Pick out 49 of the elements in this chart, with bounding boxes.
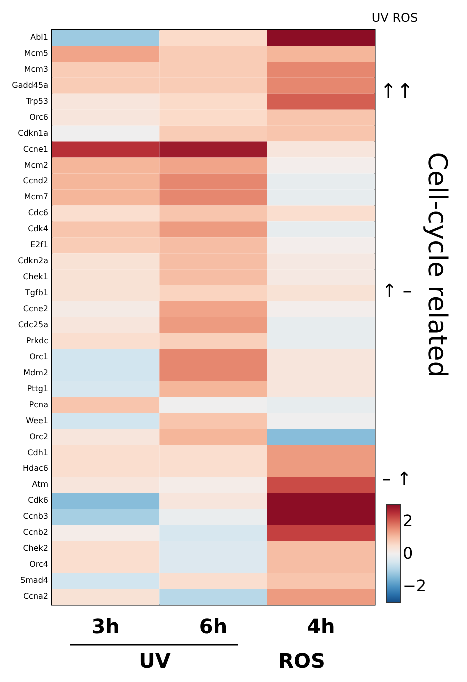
y-tick-label: Cdk6 — [28, 496, 48, 506]
y-tick-label: Prkdc — [26, 336, 48, 346]
y-tick-label: Mcm7 — [24, 192, 48, 202]
y-tick-label: Mcm5 — [24, 48, 48, 58]
y-tick-label: Mdm2 — [24, 368, 48, 378]
y-tick-label: Mcm2 — [24, 160, 48, 170]
y-tick-label: Wee1 — [26, 416, 48, 426]
text: – ↑ — [382, 469, 412, 490]
y-tick-label: Hdac6 — [23, 464, 48, 474]
y-tick-label: Orc2 — [30, 432, 48, 442]
y-tick-label: Gadd45a — [12, 80, 49, 90]
x-tick-label: 3h — [92, 614, 120, 638]
x-tick-label: 4h — [307, 614, 336, 638]
y-tick-label: Cdkn1a — [18, 128, 49, 138]
y-tick-label: Ccnd2 — [23, 176, 48, 186]
text: UV ROS — [372, 11, 418, 25]
color-bar-label: 0 — [403, 544, 414, 563]
y-tick-label: Atm — [32, 480, 49, 490]
y-tick-label: Orc6 — [30, 112, 48, 122]
y-tick-label: Chek1 — [23, 272, 48, 282]
y-tick-label: Ccna2 — [23, 592, 48, 602]
y-tick-label: Ccnb2 — [23, 528, 48, 538]
y-tick-label: Chek2 — [23, 544, 48, 554]
y-tick-label: Cdkn2a — [18, 256, 49, 266]
text: ↑↑ — [380, 79, 414, 103]
text: ↑ – — [382, 281, 412, 302]
y-tick-label: E2f1 — [30, 240, 48, 250]
y-tick-label: Orc4 — [30, 560, 48, 570]
y-tick-label: Orc1 — [30, 352, 48, 362]
y-tick-label: Cdk4 — [28, 224, 48, 234]
y-tick-label: Pcna — [29, 400, 49, 410]
y-tick-label: Tgfb1 — [24, 288, 48, 298]
y-tick-label: Trp53 — [25, 96, 48, 106]
y-tick-label: Abl1 — [30, 32, 48, 42]
y-tick-label: Cdh1 — [28, 448, 48, 458]
y-tick-label: Cdc25a — [18, 320, 49, 330]
color-bar-label: 2 — [403, 511, 414, 530]
text: Cell-cycle related — [422, 152, 452, 378]
text: UV — [139, 649, 172, 673]
x-tick-label: 6h — [199, 614, 228, 638]
text: ROS — [278, 649, 326, 673]
y-tick-label: Ccnb3 — [23, 512, 48, 522]
y-tick-label: Mcm3 — [24, 64, 48, 74]
y-tick-label: Smad4 — [20, 576, 48, 586]
y-tick-label: Ccne2 — [23, 304, 48, 314]
y-tick-label: Pttg1 — [27, 384, 48, 394]
y-tick-label: Ccne1 — [23, 144, 48, 154]
y-tick-label: Cdc6 — [28, 208, 48, 218]
color-bar-label: −2 — [403, 576, 427, 596]
